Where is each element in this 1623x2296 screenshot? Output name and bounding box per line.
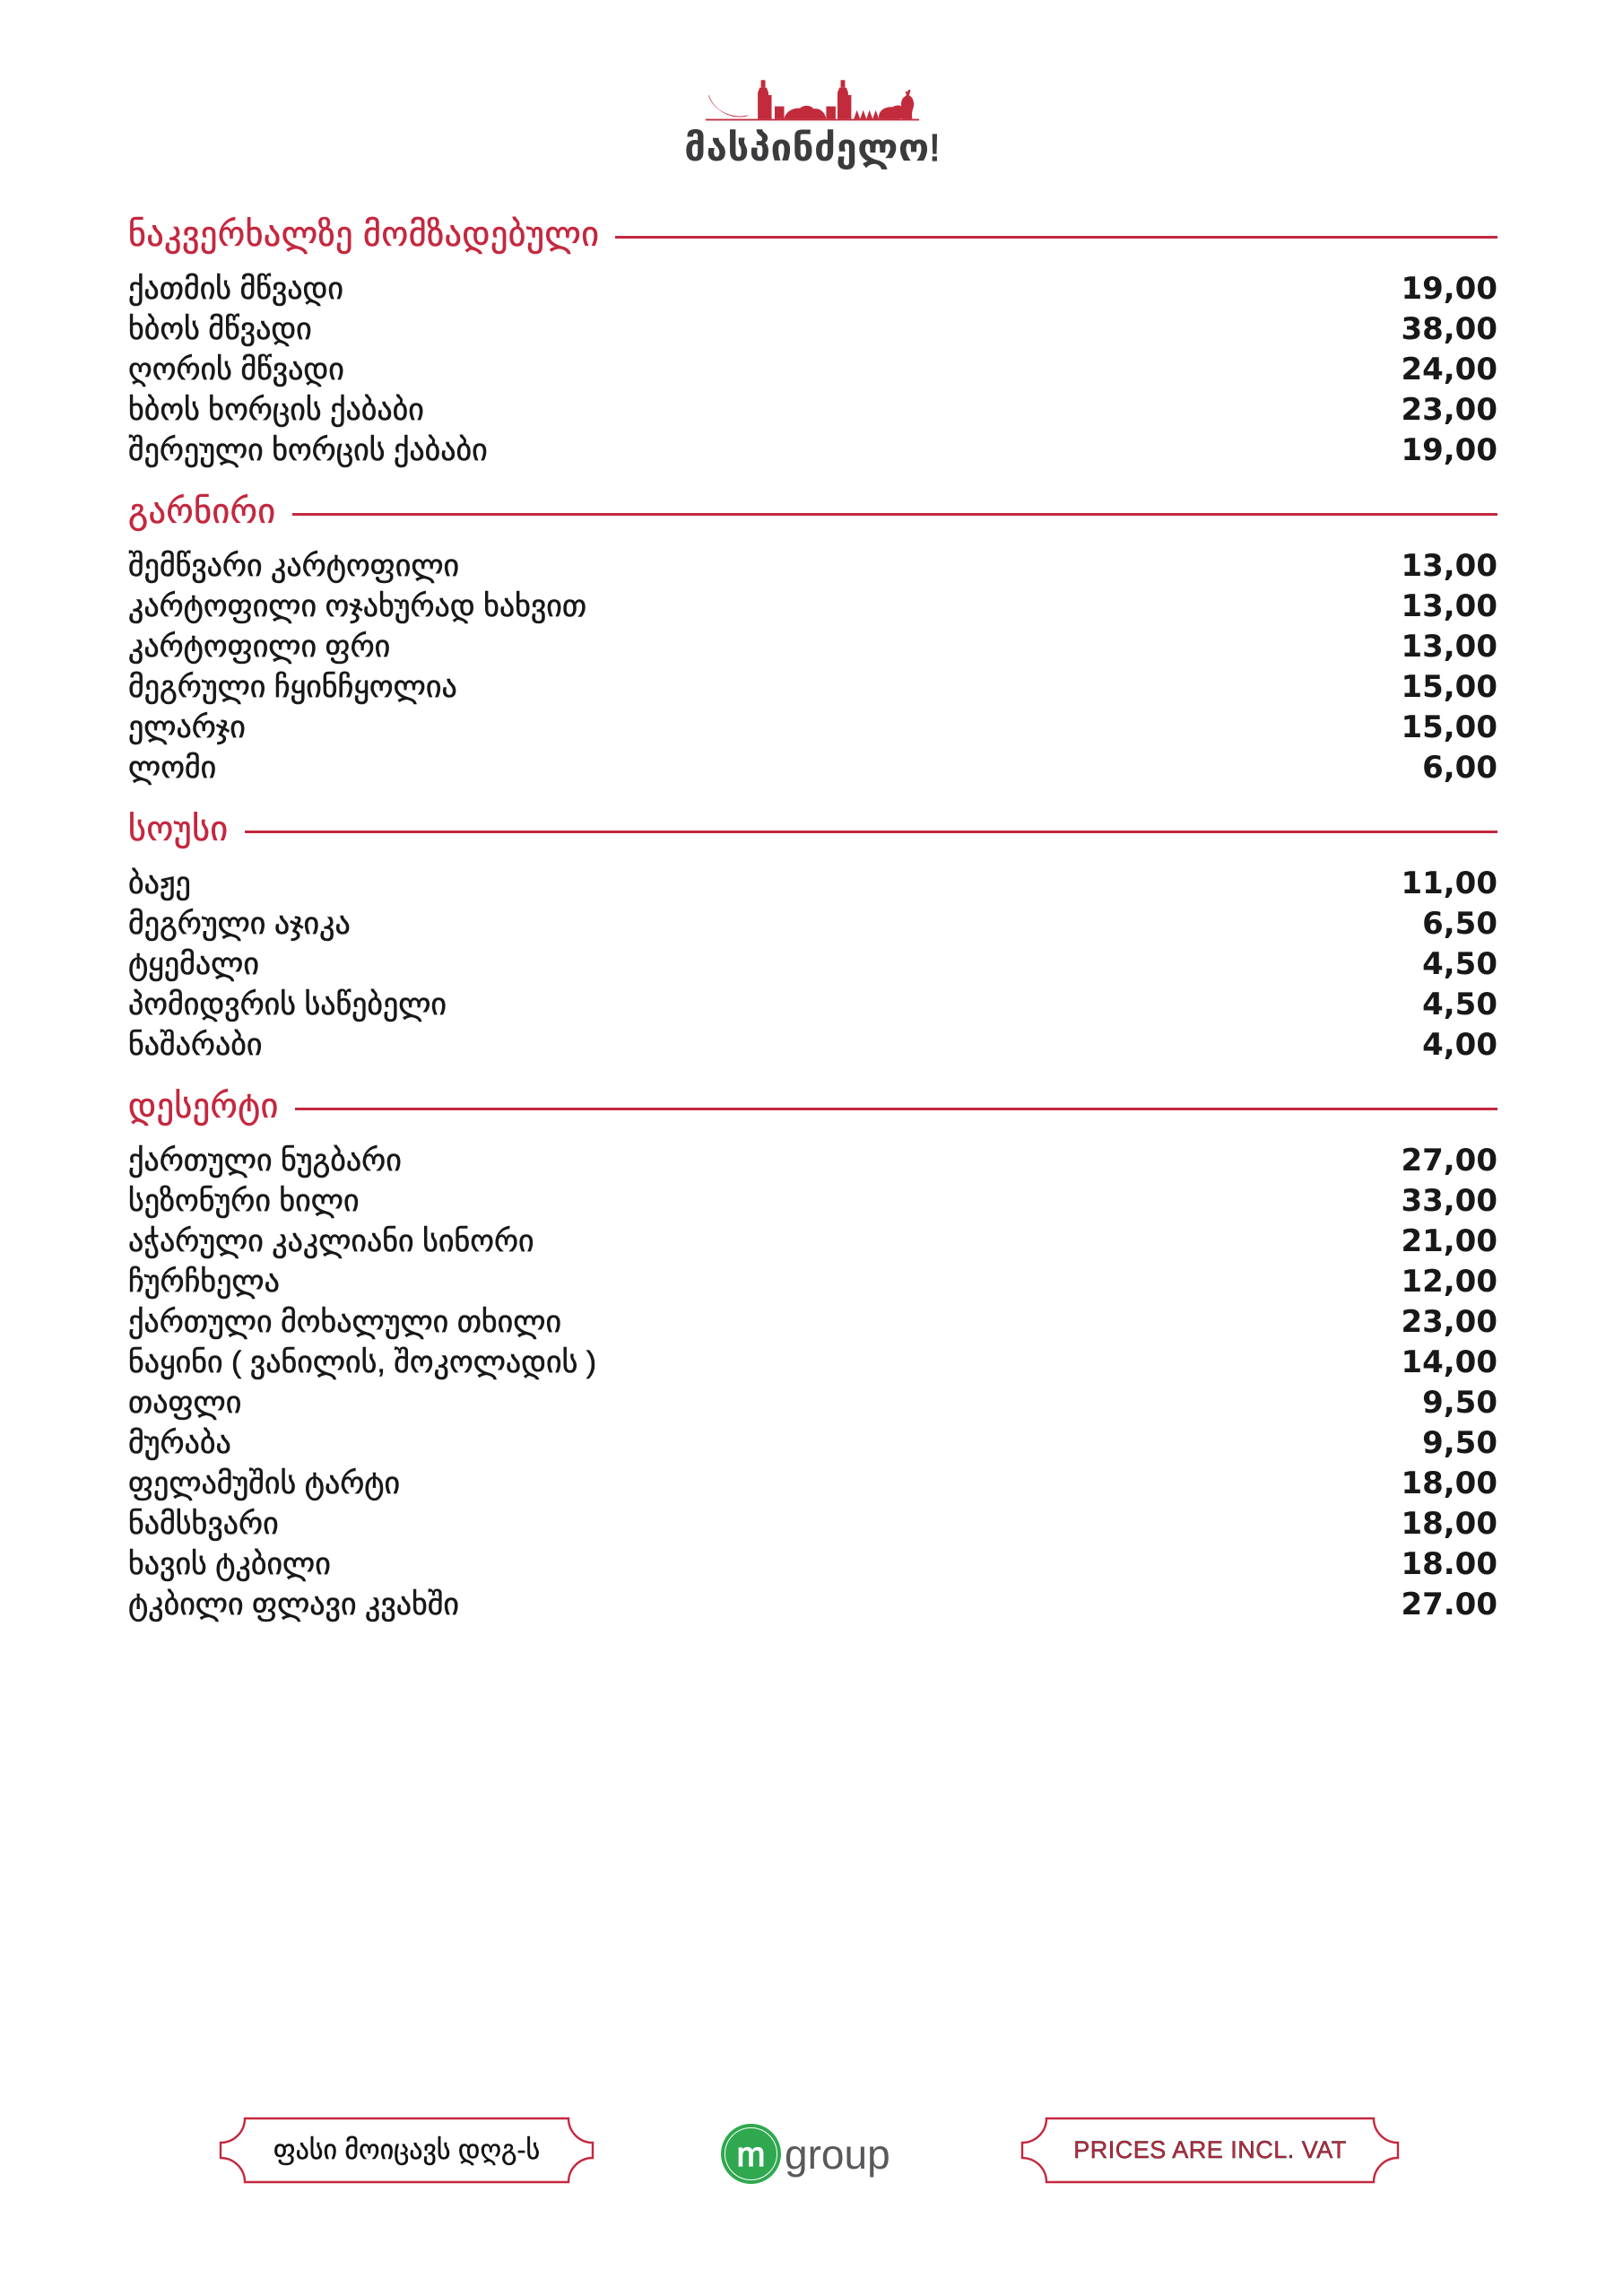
svg-text:m: m (737, 2136, 766, 2174)
